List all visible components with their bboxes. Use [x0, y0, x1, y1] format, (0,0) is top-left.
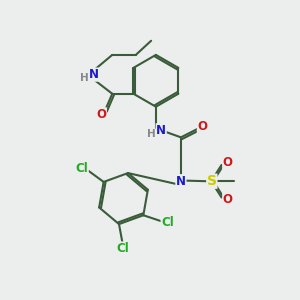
- Text: Cl: Cl: [116, 242, 129, 255]
- Text: O: O: [223, 193, 233, 206]
- Text: N: N: [156, 124, 166, 137]
- Text: O: O: [197, 120, 207, 133]
- Text: O: O: [223, 157, 233, 169]
- Text: H: H: [147, 129, 156, 140]
- Text: O: O: [96, 108, 106, 121]
- Text: H: H: [80, 73, 89, 83]
- Text: N: N: [89, 68, 99, 81]
- Text: Cl: Cl: [161, 216, 174, 229]
- Text: N: N: [176, 175, 186, 188]
- Text: S: S: [207, 174, 217, 188]
- Text: Cl: Cl: [76, 162, 88, 175]
